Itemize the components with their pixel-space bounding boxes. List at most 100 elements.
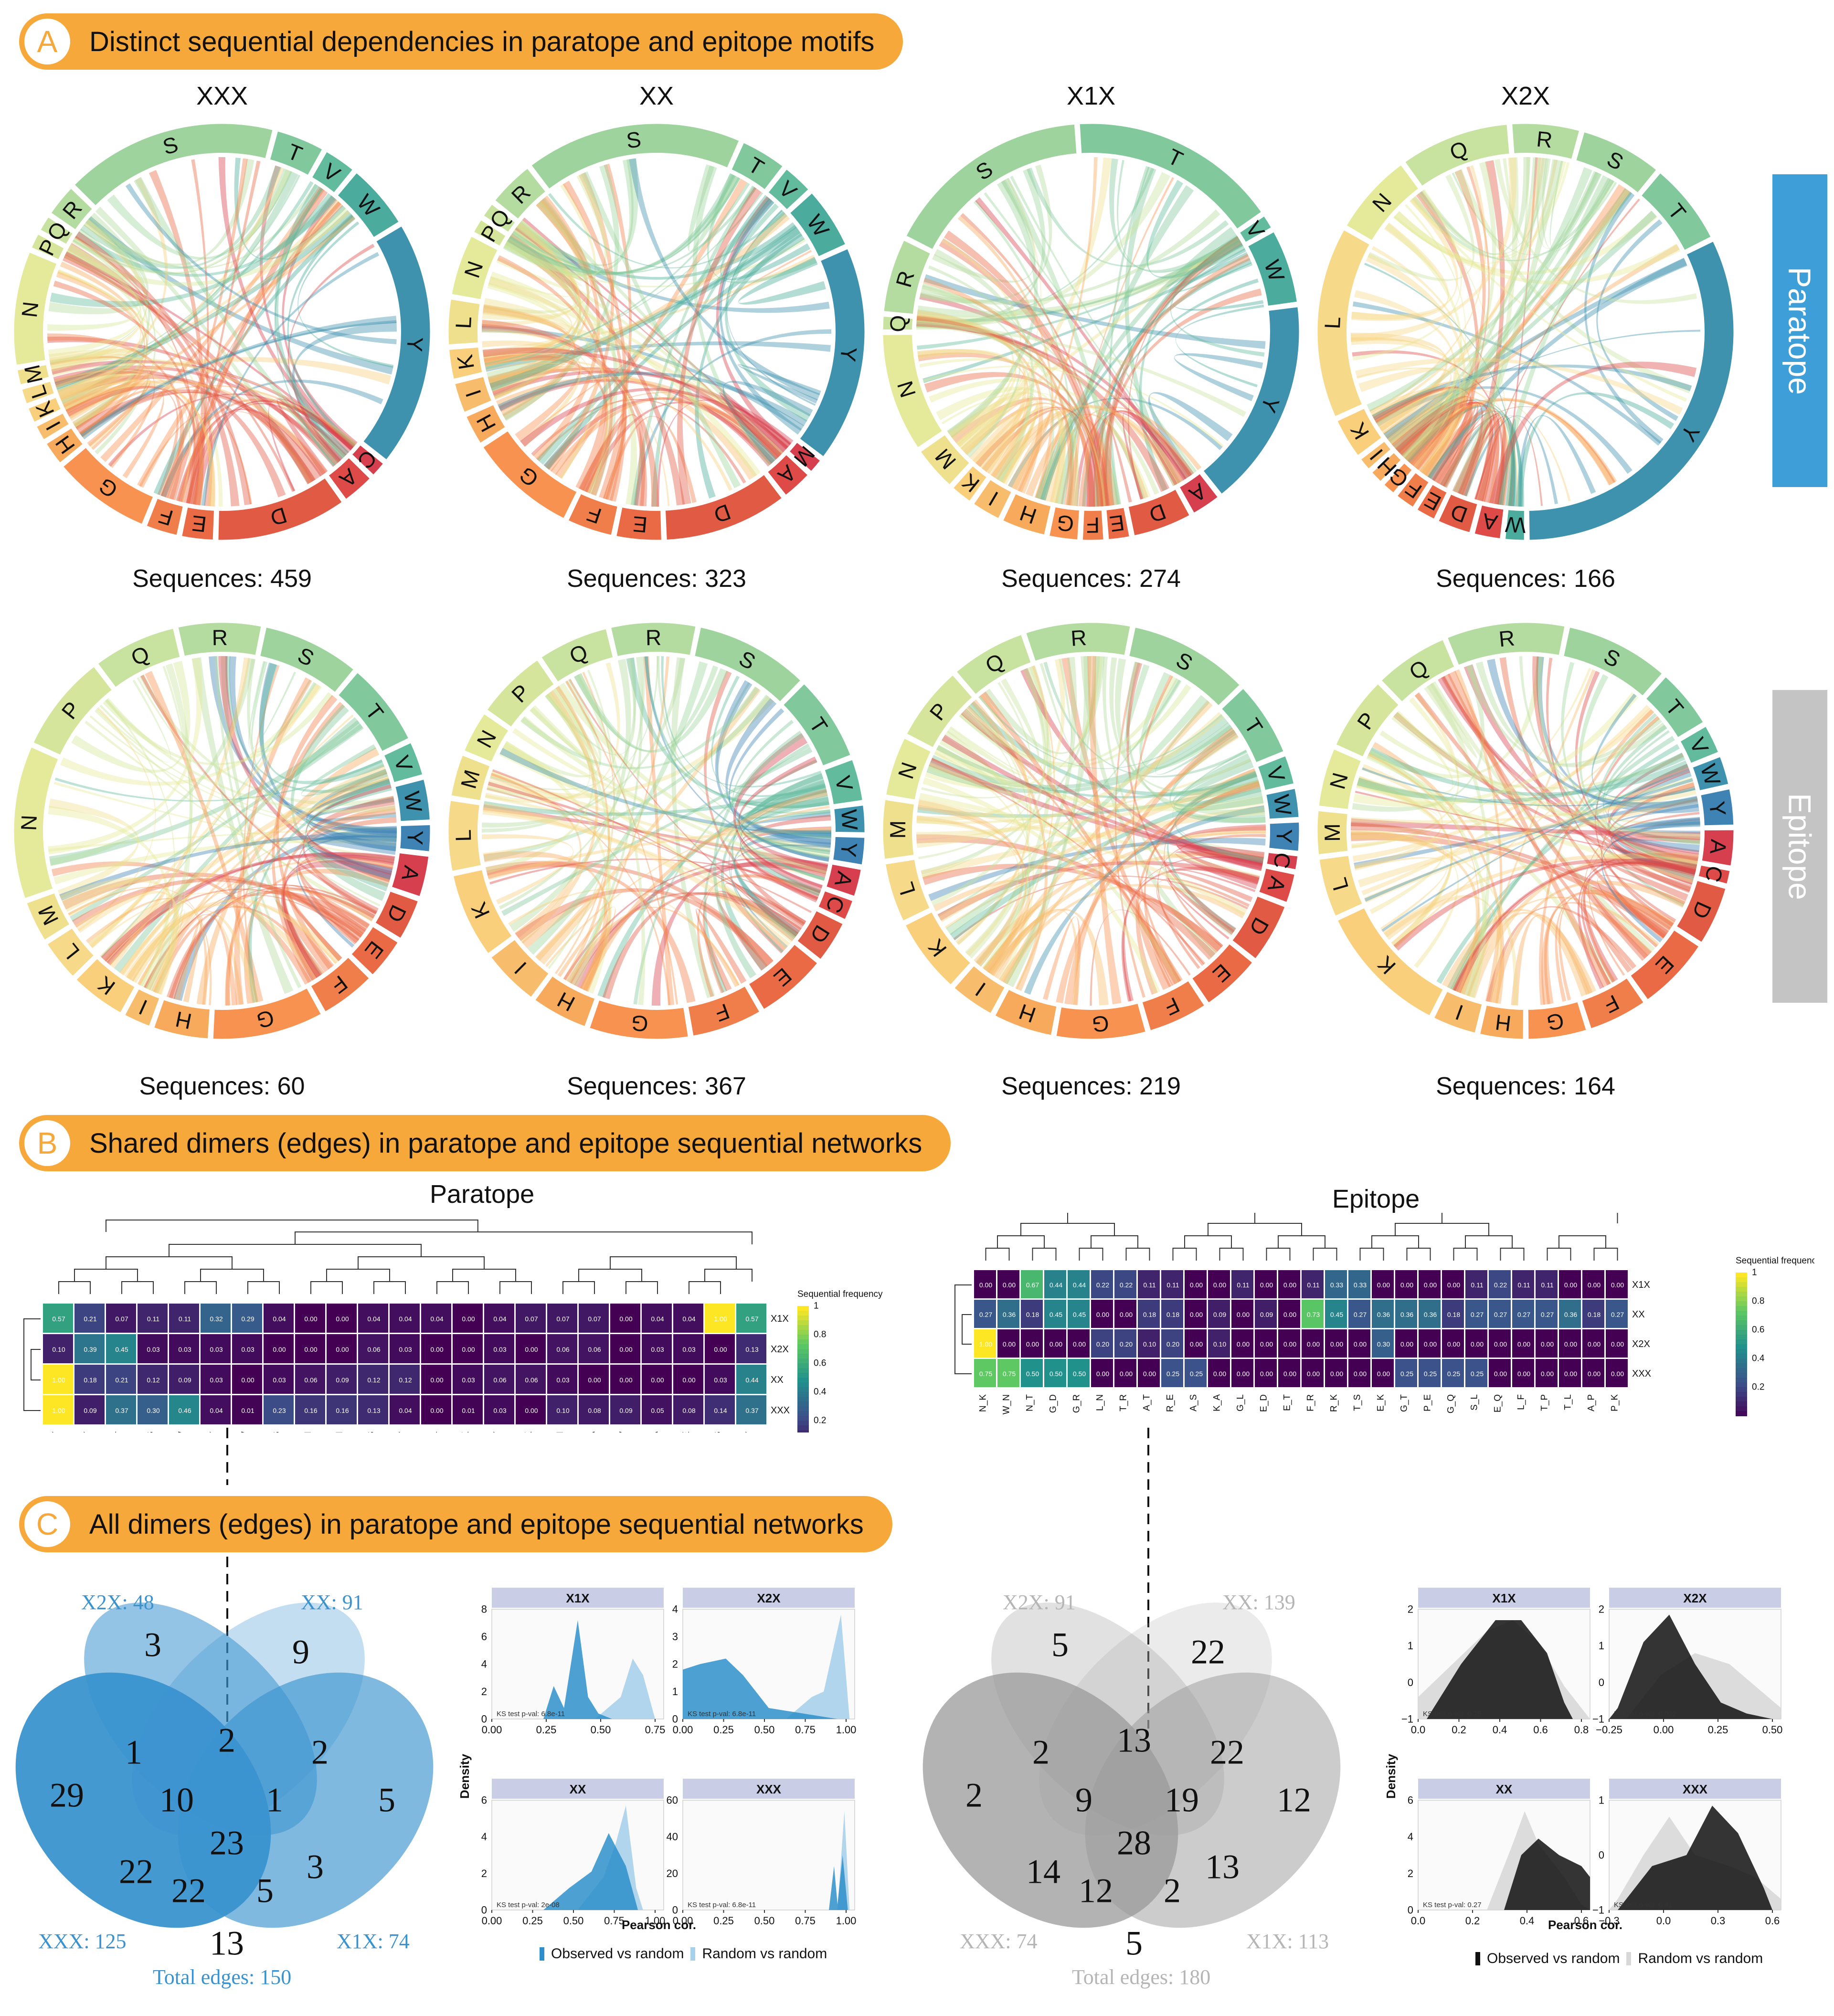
heatmap-cell bbox=[1161, 1270, 1183, 1298]
chord-ribbon bbox=[485, 341, 831, 372]
chord-ribbon bbox=[1351, 332, 1448, 435]
chord-ribbon bbox=[1404, 204, 1466, 460]
chord-ribbon bbox=[282, 863, 392, 978]
y-tick: 1 bbox=[672, 1686, 678, 1698]
chord-ribbon bbox=[1440, 413, 1516, 507]
chord-ribbon bbox=[522, 217, 788, 450]
chord-ribbon bbox=[1137, 898, 1222, 990]
heatmap-col-label: P_K bbox=[1610, 1394, 1620, 1411]
heatmap-cell bbox=[1372, 1329, 1394, 1358]
venn-count: 10 bbox=[159, 1781, 194, 1819]
paratope-1-ribbons bbox=[482, 158, 831, 507]
chord-ribbon bbox=[49, 798, 139, 899]
heatmap-value: 0.25 bbox=[1471, 1370, 1484, 1378]
sector-label: R bbox=[212, 625, 228, 650]
chord-ribbon bbox=[49, 349, 138, 399]
venn-count: 22 bbox=[1210, 1733, 1244, 1772]
legend-tick: 0.4 bbox=[1752, 1354, 1765, 1364]
sector-label: S bbox=[625, 127, 643, 153]
heatmap-cell bbox=[327, 1334, 357, 1363]
paratope-0-ribbons bbox=[47, 157, 397, 507]
venn-count: 5 bbox=[378, 1781, 395, 1819]
chord-ribbon bbox=[1366, 253, 1466, 477]
chord-ribbon bbox=[1169, 730, 1266, 823]
heatmap-cell bbox=[1302, 1270, 1324, 1298]
x-tick: 0.00 bbox=[673, 1915, 693, 1927]
chord-ribbon bbox=[282, 195, 358, 447]
y-tick: 4 bbox=[672, 1603, 678, 1615]
heatmap-cell bbox=[1325, 1300, 1347, 1328]
x-tick: 0.50 bbox=[754, 1724, 775, 1736]
chord-ribbon bbox=[306, 784, 392, 875]
heatmap-value: 0.00 bbox=[1588, 1340, 1601, 1348]
heatmap-cell bbox=[453, 1365, 483, 1394]
heatmap-value: 0.00 bbox=[1588, 1281, 1601, 1289]
density-observed bbox=[1418, 1838, 1590, 1910]
panel-b-letter: B bbox=[24, 1120, 70, 1166]
heatmap-value: 0.00 bbox=[1213, 1370, 1226, 1378]
chord-ribbon bbox=[1408, 403, 1479, 488]
sector-label: R bbox=[646, 625, 662, 650]
chord-ribbon bbox=[916, 758, 1251, 824]
chord-ribbon bbox=[578, 414, 646, 506]
heatmap-col-label: T_S bbox=[1353, 1394, 1363, 1411]
heatmap-value: 0.25 bbox=[1424, 1370, 1437, 1378]
heatmap-col-label: L_F bbox=[1516, 1394, 1527, 1410]
chord-ribbon bbox=[49, 348, 137, 375]
chord-ribbon bbox=[1394, 716, 1660, 948]
heatmap-cell bbox=[997, 1270, 1019, 1298]
chord-ribbon bbox=[555, 686, 610, 981]
heatmap-cell bbox=[138, 1365, 168, 1394]
x-tick: 0.00 bbox=[482, 1724, 502, 1736]
chord-ribbon bbox=[975, 406, 1106, 507]
chord-ribbon bbox=[1382, 854, 1698, 937]
chord-ribbon bbox=[490, 770, 827, 876]
heatmap-cell bbox=[74, 1334, 105, 1363]
chord-ribbon bbox=[1453, 414, 1500, 502]
heatmap-value: 0.00 bbox=[430, 1376, 443, 1384]
heatmap-cell bbox=[1348, 1270, 1370, 1298]
heatmap-cell bbox=[974, 1300, 996, 1328]
chord-ribbon bbox=[1122, 411, 1178, 500]
legend-observed: Observed vs random bbox=[551, 1946, 684, 1962]
heatmap-cell bbox=[997, 1359, 1019, 1387]
chord-ribbon bbox=[731, 844, 831, 948]
heatmap-cell bbox=[1536, 1300, 1558, 1328]
chord-ribbon bbox=[917, 779, 1260, 818]
chord-ribbon bbox=[742, 791, 831, 819]
heatmap-value: 0.00 bbox=[304, 1346, 317, 1353]
heatmap-value: 0.00 bbox=[1377, 1370, 1390, 1378]
heatmap-cell bbox=[1395, 1359, 1417, 1387]
chord-ribbon bbox=[1400, 189, 1631, 458]
heatmap-cell bbox=[421, 1395, 451, 1424]
chord-ribbon bbox=[919, 793, 1260, 881]
heatmap-cell bbox=[1442, 1300, 1464, 1328]
heatmap-col-label: A_T bbox=[1142, 1394, 1152, 1411]
chord-ribbon bbox=[1395, 711, 1700, 826]
chord-ribbon bbox=[493, 228, 582, 399]
heatmap-value: 0.00 bbox=[241, 1376, 254, 1384]
chord-ribbon bbox=[1458, 160, 1505, 497]
column-title-xxx: XXX bbox=[196, 82, 248, 110]
y-tick: 0 bbox=[481, 1713, 487, 1725]
chord-ribbon bbox=[1460, 157, 1519, 497]
chord-ribbon bbox=[276, 695, 338, 970]
chord-ribbon bbox=[174, 915, 202, 1003]
chord-ribbon bbox=[483, 807, 570, 856]
legend-title: Sequential frequency bbox=[797, 1289, 883, 1299]
heatmap-cell bbox=[1536, 1329, 1558, 1358]
chord-ribbon bbox=[1078, 254, 1251, 507]
chord-ribbon bbox=[934, 745, 1264, 811]
chord-ribbon bbox=[983, 904, 1048, 990]
heatmap-col-label: E_Q bbox=[1493, 1394, 1503, 1412]
chord-ribbon bbox=[1452, 159, 1562, 495]
chord-ribbon bbox=[924, 372, 1106, 507]
chord-ribbon bbox=[1421, 409, 1508, 506]
heatmap-value: 0.21 bbox=[84, 1315, 96, 1323]
heatmap-value: 0.10 bbox=[52, 1346, 65, 1353]
legend-tick: 0.4 bbox=[814, 1387, 827, 1397]
chord-ribbon bbox=[137, 201, 343, 488]
heatmap-cell bbox=[1372, 1359, 1394, 1387]
heatmap-col-label: L_N bbox=[1095, 1394, 1105, 1411]
density-observed bbox=[1609, 1805, 1781, 1910]
